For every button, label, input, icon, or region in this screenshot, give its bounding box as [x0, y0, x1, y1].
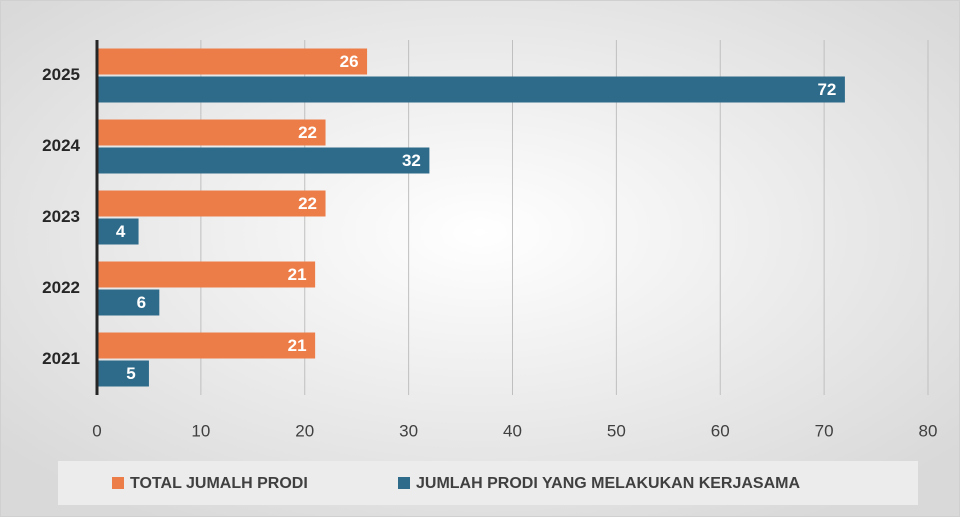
y-tick-label: 2021 — [42, 349, 80, 368]
data-label: 72 — [817, 80, 836, 99]
y-tick-label: 2025 — [42, 65, 80, 84]
bar — [97, 48, 368, 75]
bar — [97, 76, 845, 103]
bar — [97, 147, 430, 174]
legend-swatch — [112, 477, 124, 489]
y-tick-label: 2024 — [42, 136, 80, 155]
bar — [97, 218, 139, 245]
data-label: 5 — [126, 364, 135, 383]
legend-swatch — [398, 477, 410, 489]
bar — [97, 289, 160, 316]
x-tick-label: 30 — [399, 421, 418, 440]
y-tick-label: 2022 — [42, 278, 80, 297]
bar — [97, 360, 149, 387]
data-label: 4 — [116, 222, 126, 241]
bar — [97, 119, 326, 146]
data-label: 21 — [288, 265, 307, 284]
x-tick-label: 80 — [919, 421, 938, 440]
bar — [97, 190, 326, 217]
x-tick-label: 40 — [503, 421, 522, 440]
y-tick-label: 2023 — [42, 207, 80, 226]
x-tick-label: 70 — [815, 421, 834, 440]
data-label: 21 — [288, 336, 307, 355]
data-label: 32 — [402, 151, 421, 170]
bar — [97, 261, 316, 288]
data-label: 22 — [298, 194, 317, 213]
legend-box — [58, 461, 918, 505]
bar — [97, 332, 316, 359]
legend-label: TOTAL JUMALH PRODI — [130, 475, 308, 492]
x-tick-label: 50 — [607, 421, 626, 440]
x-tick-label: 60 — [711, 421, 730, 440]
legend-label: JUMLAH PRODI YANG MELAKUKAN KERJASAMA — [416, 475, 800, 492]
x-tick-label: 10 — [191, 421, 210, 440]
data-label: 22 — [298, 123, 317, 142]
x-tick-label: 0 — [92, 421, 101, 440]
data-label: 6 — [137, 293, 146, 312]
data-label: 26 — [340, 52, 359, 71]
x-tick-label: 20 — [295, 421, 314, 440]
